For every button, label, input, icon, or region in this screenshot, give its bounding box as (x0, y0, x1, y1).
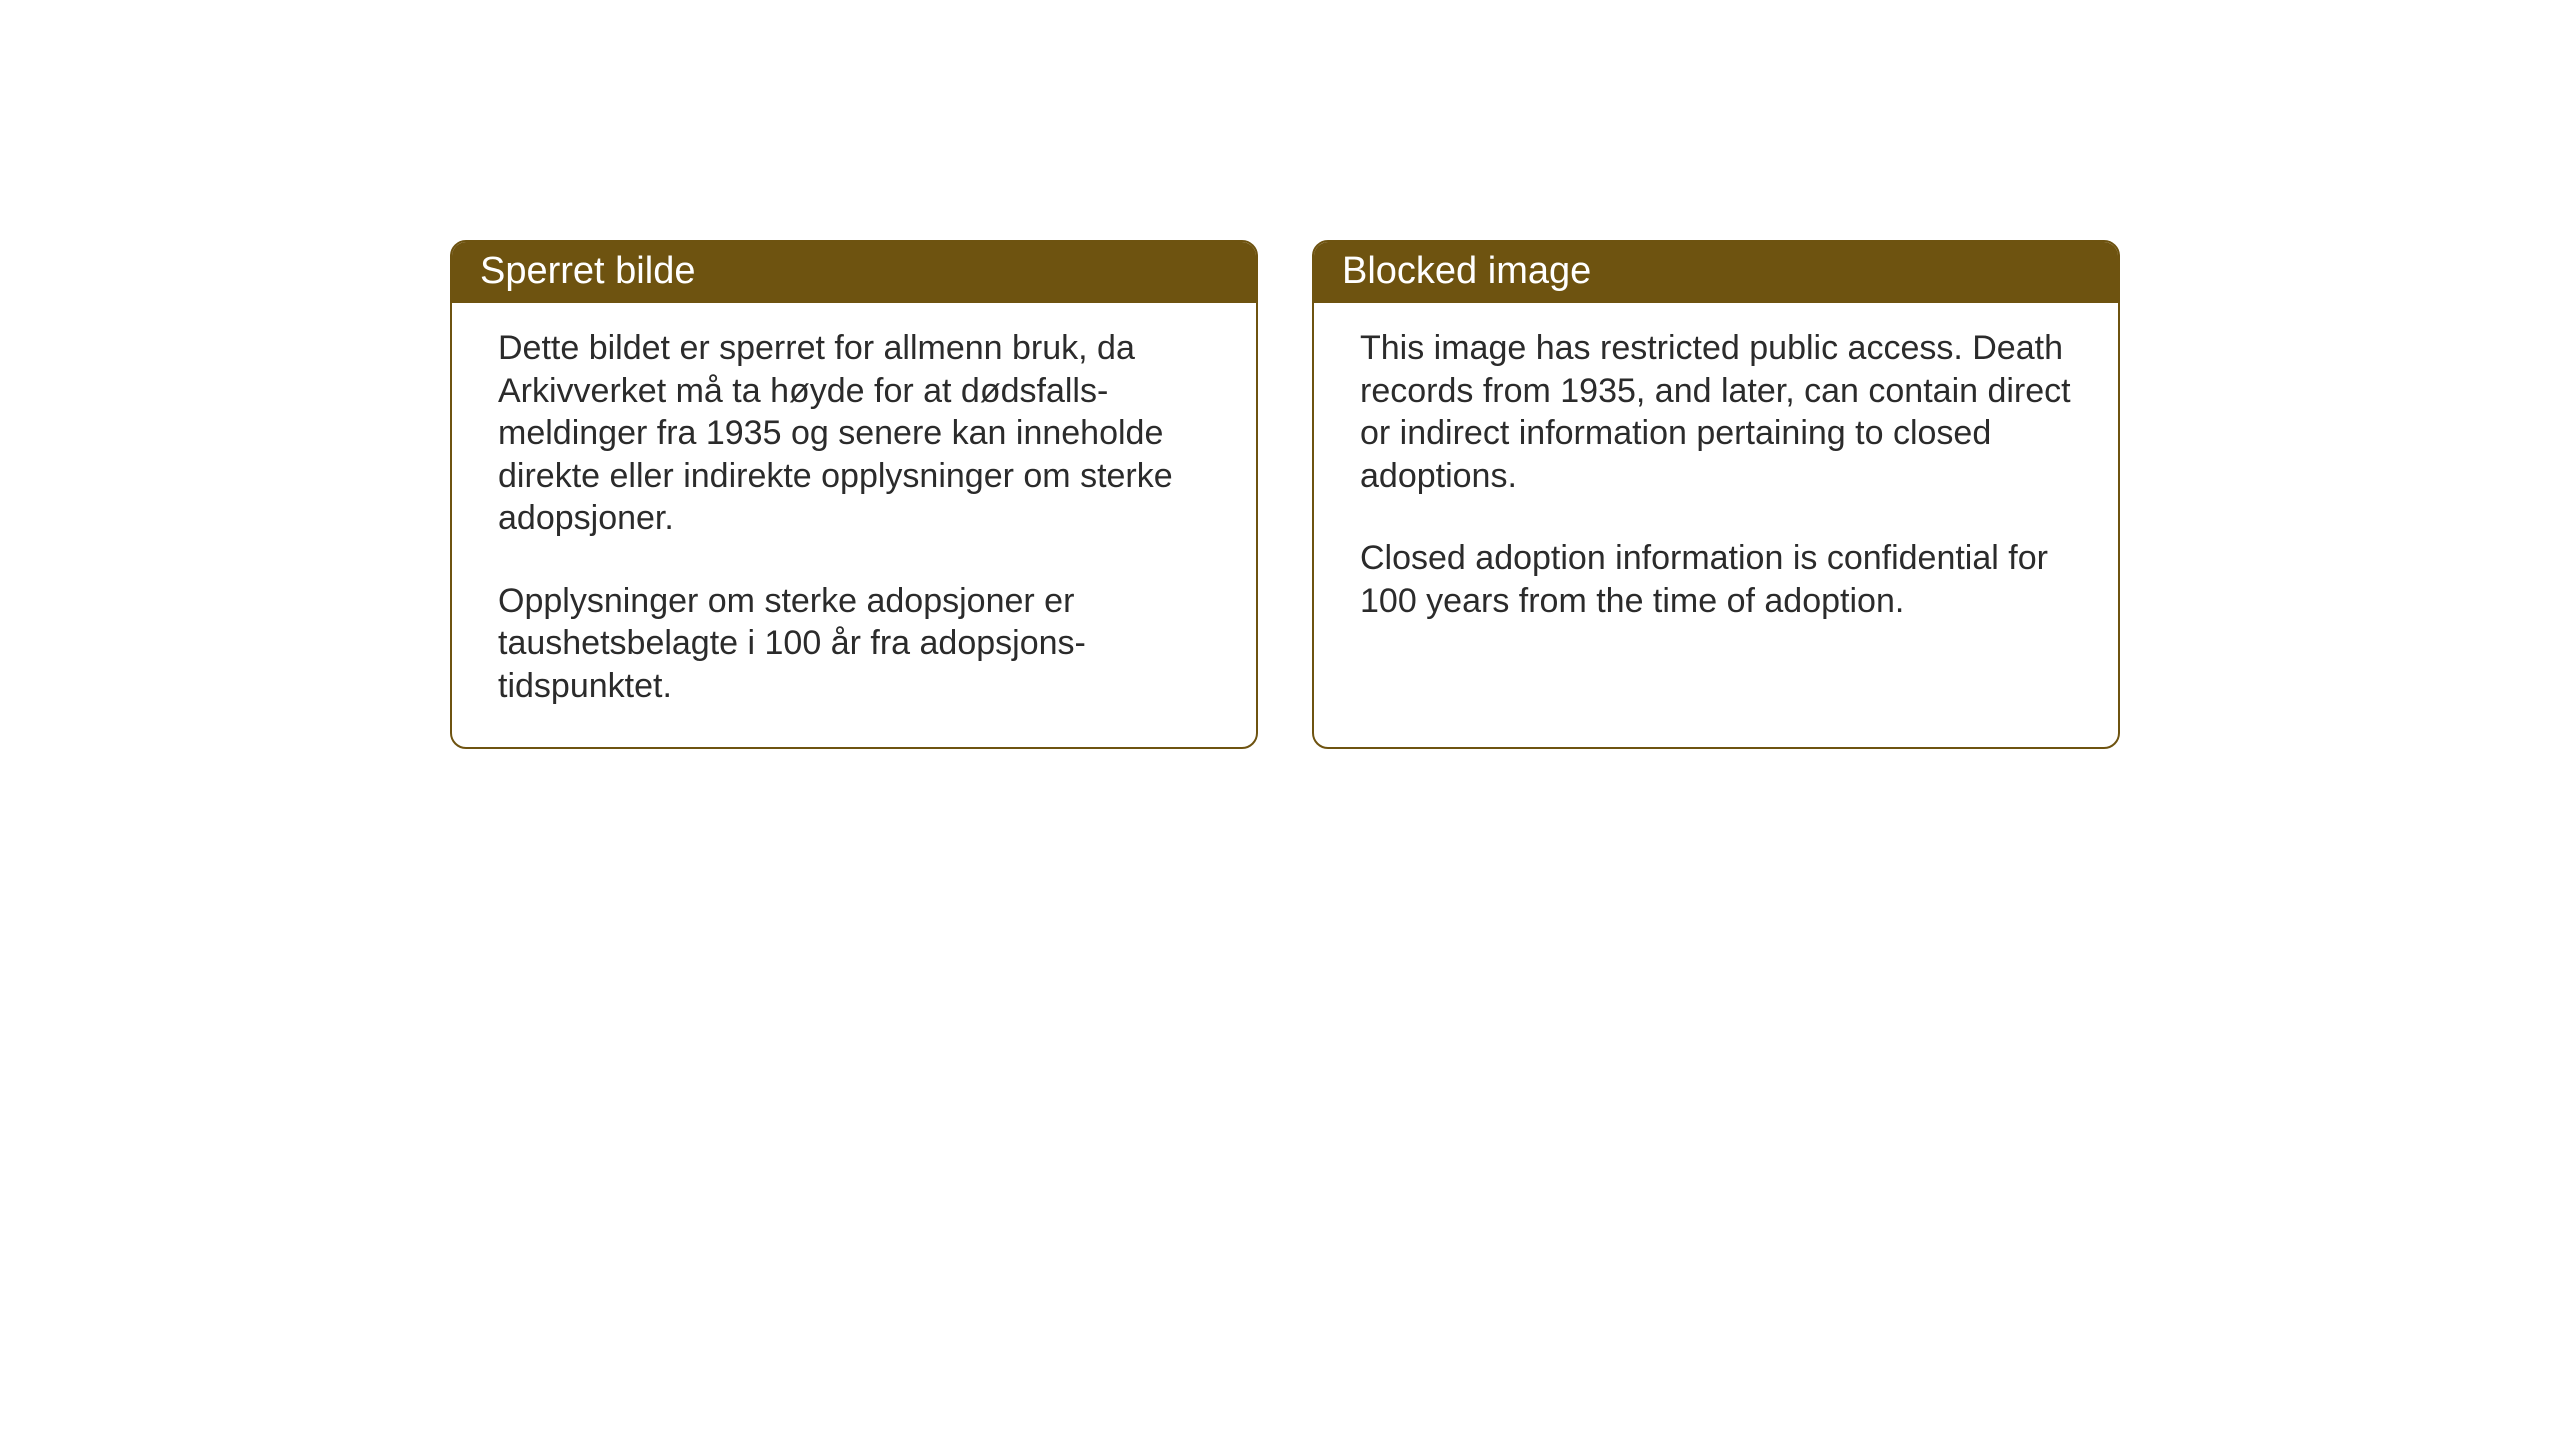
notice-header-norwegian: Sperret bilde (452, 242, 1256, 303)
notice-para1-english: This image has restricted public access.… (1360, 327, 2072, 497)
notice-para2-norwegian: Opplysninger om sterke adopsjoner er tau… (498, 580, 1210, 708)
notice-header-english: Blocked image (1314, 242, 2118, 303)
notices-container: Sperret bilde Dette bildet er sperret fo… (450, 240, 2120, 749)
notice-box-norwegian: Sperret bilde Dette bildet er sperret fo… (450, 240, 1258, 749)
notice-para2-english: Closed adoption information is confident… (1360, 537, 2072, 622)
notice-para1-norwegian: Dette bildet er sperret for allmenn bruk… (498, 327, 1210, 540)
notice-body-norwegian: Dette bildet er sperret for allmenn bruk… (452, 303, 1256, 747)
notice-box-english: Blocked image This image has restricted … (1312, 240, 2120, 749)
notice-body-english: This image has restricted public access.… (1314, 303, 2118, 703)
